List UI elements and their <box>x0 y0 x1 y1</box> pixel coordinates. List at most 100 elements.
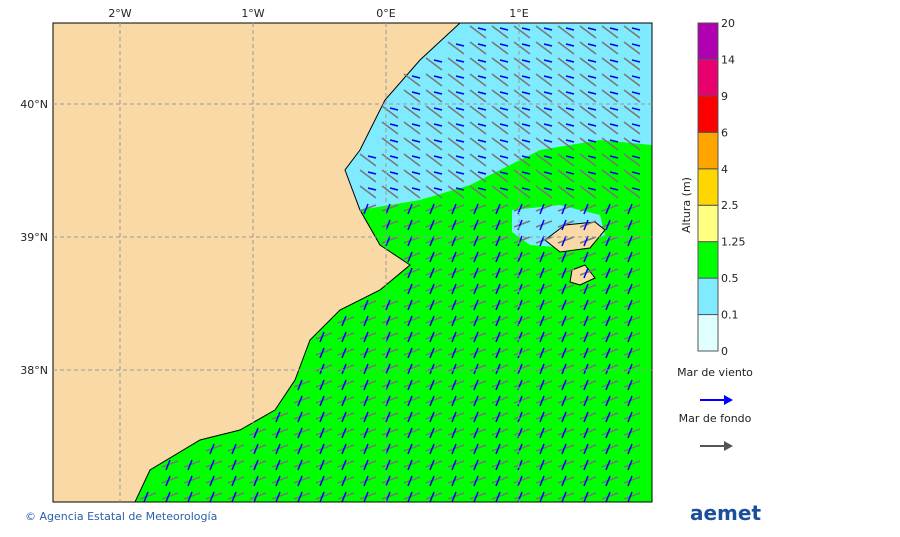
wind-arrow <box>341 411 347 423</box>
colorbar-label: 2.5 <box>721 199 739 212</box>
wind-arrow <box>587 59 597 63</box>
swell-arrow <box>601 41 619 55</box>
swell-arrow <box>601 364 619 372</box>
swell-arrow <box>513 396 531 404</box>
swell-arrow <box>293 428 311 436</box>
wind-arrow <box>385 459 391 471</box>
swell-arrow <box>579 41 597 55</box>
swell-arrow <box>447 252 465 260</box>
swell-arrow <box>623 169 641 183</box>
swell-arrow <box>447 220 465 228</box>
lat-label: 38°N <box>20 364 48 377</box>
wind-arrow <box>587 43 597 47</box>
wind-arrow <box>521 107 531 111</box>
swell-arrow <box>535 476 553 484</box>
swell-arrow <box>623 105 641 119</box>
swell-arrow <box>315 380 333 388</box>
swell-arrow <box>469 460 487 468</box>
swell-arrow <box>469 316 487 324</box>
wind-arrow <box>521 43 531 47</box>
wind-arrow <box>473 443 479 455</box>
wind-arrow <box>253 427 259 439</box>
swell-arrow <box>183 460 201 468</box>
wind-arrow <box>499 139 509 143</box>
wind-arrow <box>543 59 553 63</box>
colorbar-segment <box>697 22 719 60</box>
swell-arrow <box>601 105 619 119</box>
wind-arrow <box>521 123 531 127</box>
swell-arrow <box>557 444 575 452</box>
wind-arrow <box>455 107 465 111</box>
wind-arrow <box>451 235 457 247</box>
swell-arrow <box>557 252 575 260</box>
swell-arrow <box>359 185 377 199</box>
wind-arrow <box>433 91 443 95</box>
swell-arrow <box>381 121 399 135</box>
swell-arrow <box>579 153 597 167</box>
wind-arrow <box>187 491 193 502</box>
wind-arrow <box>319 363 325 375</box>
swell-arrow <box>623 204 641 212</box>
swell-arrow <box>557 236 575 244</box>
wind-arrow <box>367 187 377 191</box>
swell-arrow <box>623 476 641 484</box>
swell-arrow <box>425 204 443 212</box>
wind-arrow <box>433 139 443 143</box>
swell-arrow <box>579 316 597 324</box>
swell-arrow <box>447 492 465 500</box>
swell-arrow <box>513 492 531 500</box>
wind-arrow <box>363 203 369 215</box>
wind-arrow <box>451 363 457 375</box>
colorbar-label: 0.1 <box>721 309 739 322</box>
wind-arrow <box>539 347 545 359</box>
wind-arrow <box>543 139 553 143</box>
wind-arrow <box>451 331 457 343</box>
swell-arrow <box>469 268 487 276</box>
wind-arrow <box>231 491 237 502</box>
wind-arrow <box>455 75 465 79</box>
wind-arrow <box>407 315 413 327</box>
wind-arrow <box>209 475 215 487</box>
wind-arrow <box>473 299 479 311</box>
lat-label: 40°N <box>20 98 48 111</box>
wind-arrow <box>495 395 501 407</box>
swell-arrow <box>491 121 509 135</box>
swell-arrow <box>601 460 619 468</box>
wind-arrow <box>253 475 259 487</box>
swell-arrow <box>623 73 641 87</box>
swell-arrow <box>557 396 575 404</box>
wind-arrow <box>477 43 487 47</box>
swell-arrow <box>271 460 289 468</box>
wind-arrow <box>539 203 545 215</box>
wind-arrow <box>341 315 347 327</box>
swell-arrow <box>293 412 311 420</box>
wind-arrow <box>517 251 523 263</box>
swell-arrow <box>535 316 553 324</box>
wind-arrow <box>605 443 611 455</box>
swell-arrow <box>557 25 575 39</box>
wind-arrow <box>367 171 377 175</box>
wind-arrow <box>583 427 589 439</box>
wind-arrow <box>627 347 633 359</box>
wind-arrow <box>605 411 611 423</box>
swell-arrow <box>623 348 641 356</box>
swell-arrow <box>513 412 531 420</box>
swell-arrow <box>381 316 399 324</box>
swell-arrow <box>447 364 465 372</box>
swell-arrow <box>601 332 619 340</box>
wind-arrow <box>587 75 597 79</box>
wind-arrow <box>319 443 325 455</box>
wind-arrow <box>521 27 531 31</box>
swell-arrow <box>535 121 553 135</box>
wind-arrow <box>473 283 479 295</box>
swell-arrow <box>623 121 641 135</box>
wind-arrow <box>473 203 479 215</box>
swell-arrow <box>513 252 531 260</box>
wind-arrow <box>433 59 443 63</box>
wind-arrow <box>455 43 465 47</box>
wind-arrow <box>407 363 413 375</box>
swell-arrow <box>601 73 619 87</box>
wind-arrow <box>433 187 443 191</box>
wind-arrow <box>451 459 457 471</box>
swell-arrow <box>535 300 553 308</box>
